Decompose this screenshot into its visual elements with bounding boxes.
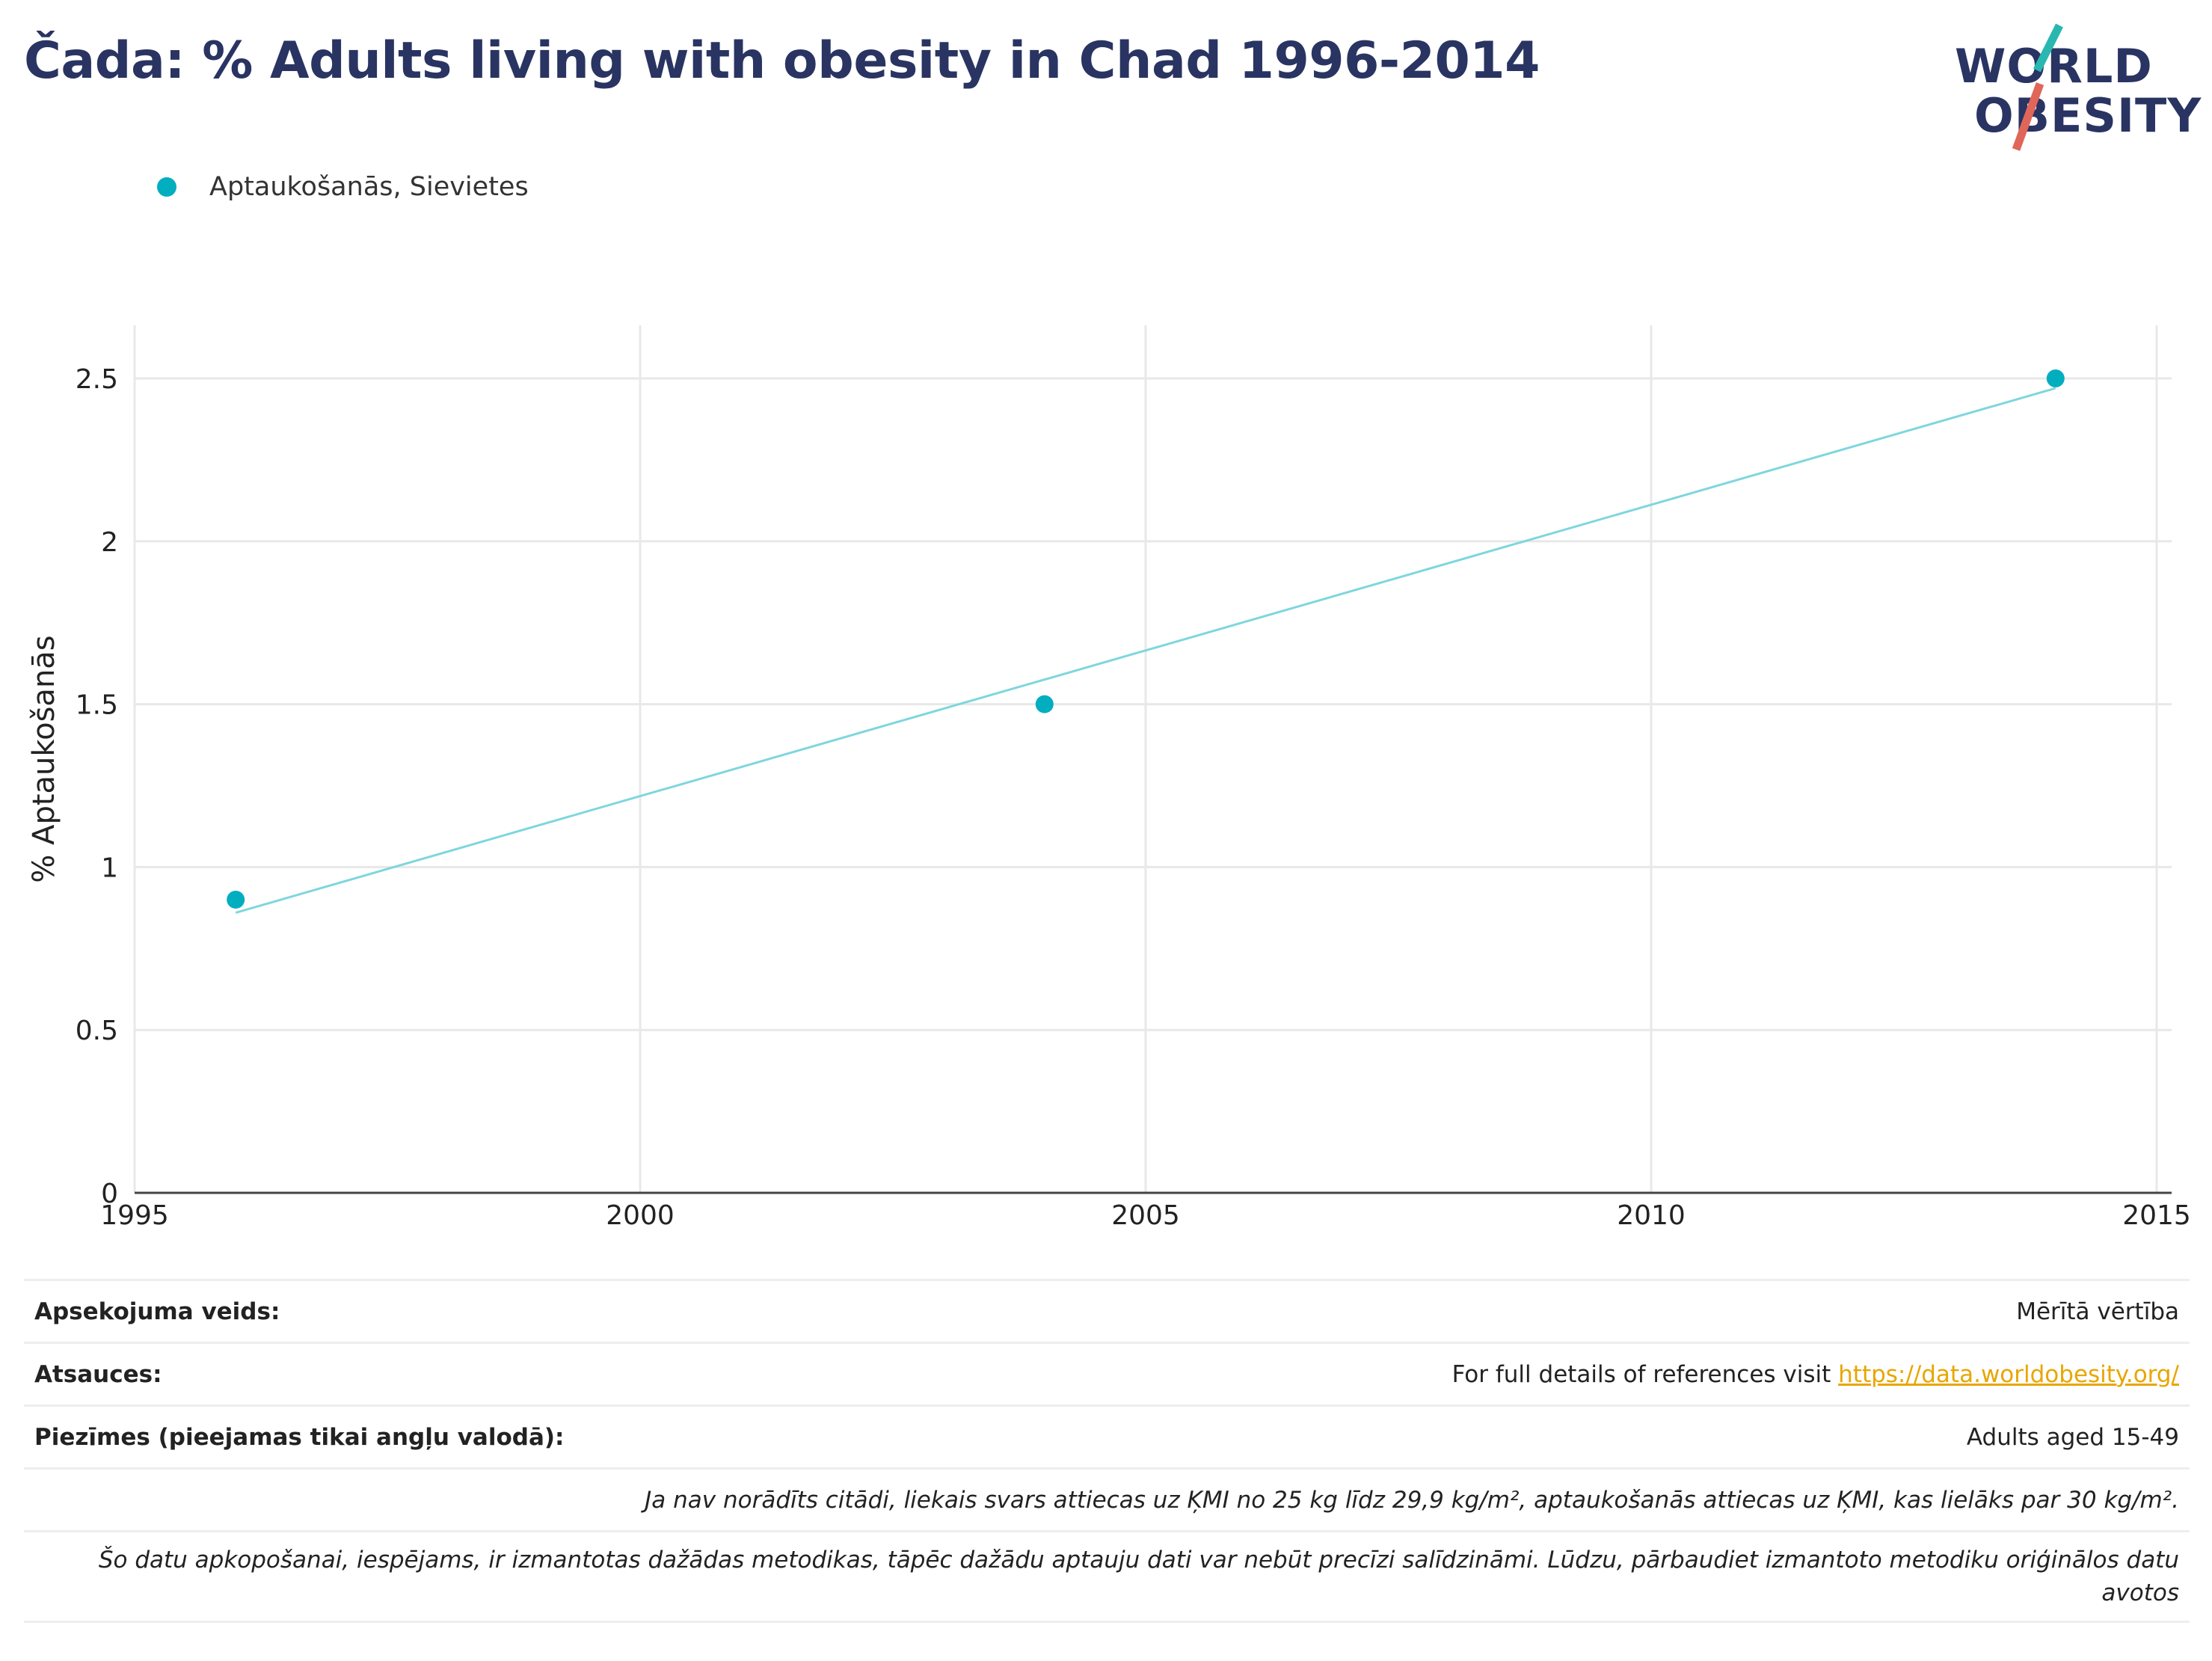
legend-marker-icon (157, 177, 176, 197)
y-tick-label: 1.5 (76, 690, 118, 721)
notes-value: Adults aged 15-49 (1966, 1423, 2179, 1451)
references-label: Atsauces: (34, 1360, 162, 1388)
data-point (1035, 695, 1054, 713)
definition-note: Ja nav norādīts citādi, liekais svars at… (645, 1486, 2179, 1514)
logo-word-obesity: OBESITY (1974, 88, 2202, 143)
logo-slash-icon (2012, 23, 2063, 151)
x-tick-label: 2015 (2122, 1200, 2191, 1231)
info-table: Apsekojuma veids: Mērītā vērtība Atsauce… (24, 1279, 2190, 1623)
world-obesity-logo: WORLD OBESITY (1952, 21, 2202, 156)
chart-legend[interactable]: Aptaukošanās, Sievietes (157, 172, 529, 202)
references-link[interactable]: https://data.worldobesity.org/ (1838, 1360, 2179, 1388)
x-tick-label: 1995 (100, 1200, 169, 1231)
y-tick-label: 1 (101, 853, 118, 883)
data-point (2046, 369, 2065, 387)
y-axis-label: % Aptaukošanās (27, 635, 61, 882)
x-tick-label: 2005 (1111, 1200, 1180, 1231)
legend-label: Aptaukošanās, Sievietes (209, 172, 529, 202)
x-tick-label: 2010 (1617, 1200, 1686, 1231)
y-tick-label: 0.5 (76, 1016, 118, 1046)
notes-row: Piezīmes (pieejamas tikai angļu valodā):… (24, 1404, 2190, 1467)
methodology-note: Šo datu apkopošanai, iespējams, ir izman… (98, 1547, 2179, 1606)
definition-note-row: Ja nav norādīts citādi, liekais svars at… (24, 1467, 2190, 1530)
y-tick-label: 2.5 (76, 364, 118, 395)
data-point (227, 890, 245, 909)
notes-label: Piezīmes (pieejamas tikai angļu valodā): (34, 1423, 565, 1451)
references-text: For full details of references visit (1451, 1360, 1839, 1388)
chart-title: Čada: % Adults living with obesity in Ch… (24, 31, 1540, 90)
survey-type-label: Apsekojuma veids: (34, 1298, 280, 1325)
y-tick-label: 0 (101, 1179, 118, 1209)
methodology-note-row: Šo datu apkopošanai, iespējams, ir izman… (24, 1530, 2190, 1623)
references-value: For full details of references visit htt… (1452, 1361, 2179, 1388)
trendline (235, 387, 2056, 914)
x-tick-label: 2000 (606, 1200, 675, 1231)
survey-type-value: Mērītā vērtība (2016, 1298, 2179, 1325)
chart-plot: 1995 2000 2005 2010 2015 0 0.5 1 1.5 2 2.5 % Aptauk… (27, 325, 2191, 1231)
references-row: Atsauces: For full details of references… (24, 1342, 2190, 1404)
survey-type-row: Apsekojuma veids: Mērītā vērtība (24, 1279, 2190, 1342)
y-tick-label: 2 (101, 527, 118, 558)
logo-word-world: WORLD (1955, 39, 2153, 93)
